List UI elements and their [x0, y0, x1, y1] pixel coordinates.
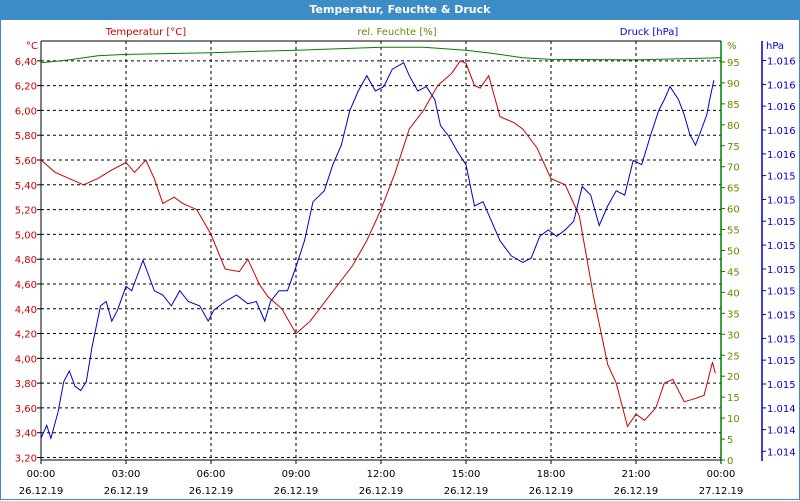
grid — [41, 41, 721, 460]
temp-tick-label: 5,80 — [15, 131, 37, 142]
humidity-axis-title: rel. Feuchte [%] — [357, 27, 436, 38]
pressure-tick-label: 1.015 — [767, 334, 796, 345]
pressure-tick-label: 1.015 — [767, 287, 796, 298]
temp-tick-label: 5,60 — [15, 156, 37, 167]
humidity-tick-label: 20 — [727, 372, 740, 383]
pressure-tick-label: 1.015 — [767, 217, 796, 228]
temp-tick-label: 6,20 — [15, 82, 37, 93]
temp-tick-label: 3,20 — [15, 454, 37, 465]
humidity-tick-label: 85 — [727, 100, 740, 111]
x-tick-date: 27.12.19 — [699, 486, 744, 497]
pressure-line — [40, 61, 715, 441]
humidity-tick-label: 60 — [727, 205, 740, 216]
humidity-tick-label: 45 — [727, 267, 740, 278]
temp-tick-label: 4,80 — [15, 255, 37, 266]
pressure-tick-label: 1.015 — [767, 265, 796, 276]
pressure-tick-label: 1.015 — [767, 241, 796, 252]
x-tick-time: 18:00 — [537, 469, 566, 480]
temp-tick-label: 6,00 — [15, 106, 37, 117]
x-tick-time: 21:00 — [622, 469, 651, 480]
x-tick-date: 26.12.19 — [104, 486, 149, 497]
temp-tick-label: 3,60 — [15, 404, 37, 415]
x-tick-date: 26.12.19 — [189, 486, 234, 497]
humidity-tick-label: 50 — [727, 247, 740, 258]
pressure-tick-label: 1.016 — [767, 102, 796, 113]
temp-tick-label: 5,40 — [15, 181, 37, 192]
x-tick-time: 03:00 — [112, 469, 141, 480]
humidity-tick-label: 70 — [727, 163, 740, 174]
temp-tick-label: 5,20 — [15, 206, 37, 217]
x-tick-time: 09:00 — [282, 469, 311, 480]
pressure-tick-label: 1.016 — [767, 57, 796, 68]
humidity-tick-label: 25 — [727, 351, 740, 362]
humidity-tick-label: 65 — [727, 184, 740, 195]
pressure-axis-title: Druck [hPa] — [620, 27, 679, 38]
humidity-tick-label: 10 — [727, 414, 740, 425]
pressure-tick-label: 1.015 — [767, 195, 796, 206]
temperature-line — [40, 60, 716, 428]
humidity-tick-label: 15 — [727, 393, 740, 404]
x-tick-date: 26.12.19 — [19, 486, 64, 497]
temp-tick-label: 4,60 — [15, 280, 37, 291]
humidity-tick-label: 75 — [727, 142, 740, 153]
pressure-unit-label: hPa — [766, 41, 784, 52]
x-tick-time: 00:00 — [27, 469, 56, 480]
temp-tick-label: 4,00 — [15, 354, 37, 365]
pressure-tick-label: 1.014 — [767, 404, 796, 415]
humidity-tick-label: 80 — [727, 121, 740, 132]
x-tick-date: 26.12.19 — [614, 486, 659, 497]
pressure-tick-label: 1.016 — [767, 80, 796, 91]
temp-axis-title: Temperatur [°C] — [105, 27, 186, 38]
humidity-unit-label: % — [727, 41, 737, 52]
temp-tick-label: 4,40 — [15, 305, 37, 316]
humidity-tick-label: 0 — [727, 456, 733, 467]
pressure-tick-label: 1.015 — [767, 311, 796, 322]
humidity-tick-label: 90 — [727, 79, 740, 90]
temp-unit-label: °C — [26, 41, 38, 52]
temp-tick-label: 6,40 — [15, 57, 37, 68]
x-tick-time: 06:00 — [197, 469, 226, 480]
pressure-tick-label: 1.015 — [767, 172, 796, 183]
humidity-tick-label: 5 — [727, 435, 733, 446]
pressure-tick-label: 1.014 — [767, 426, 796, 437]
x-tick-date: 26.12.19 — [529, 486, 574, 497]
window-title: Temperatur, Feuchte & Druck — [1, 1, 799, 20]
humidity-line — [40, 46, 722, 64]
x-tick-date: 26.12.19 — [359, 486, 404, 497]
x-tick-time: 12:00 — [367, 469, 396, 480]
pressure-tick-label: 1.016 — [767, 150, 796, 161]
temp-tick-label: 3,80 — [15, 379, 37, 390]
humidity-tick-label: 95 — [727, 58, 740, 69]
pressure-tick-label: 1.015 — [767, 380, 796, 391]
humidity-tick-label: 40 — [727, 288, 740, 299]
humidity-tick-label: 55 — [727, 226, 740, 237]
temp-tick-label: 3,40 — [15, 429, 37, 440]
x-tick-date: 26.12.19 — [274, 486, 319, 497]
humidity-tick-label: 30 — [727, 330, 740, 341]
pressure-tick-label: 1.016 — [767, 126, 796, 137]
temp-tick-label: 5,00 — [15, 230, 37, 241]
x-tick-time: 00:00 — [707, 469, 736, 480]
x-tick-time: 15:00 — [452, 469, 481, 480]
temp-tick-label: 4,20 — [15, 330, 37, 341]
humidity-tick-label: 35 — [727, 309, 740, 320]
x-tick-date: 26.12.19 — [444, 486, 489, 497]
pressure-tick-label: 1.014 — [767, 447, 796, 458]
pressure-tick-label: 1.015 — [767, 356, 796, 367]
